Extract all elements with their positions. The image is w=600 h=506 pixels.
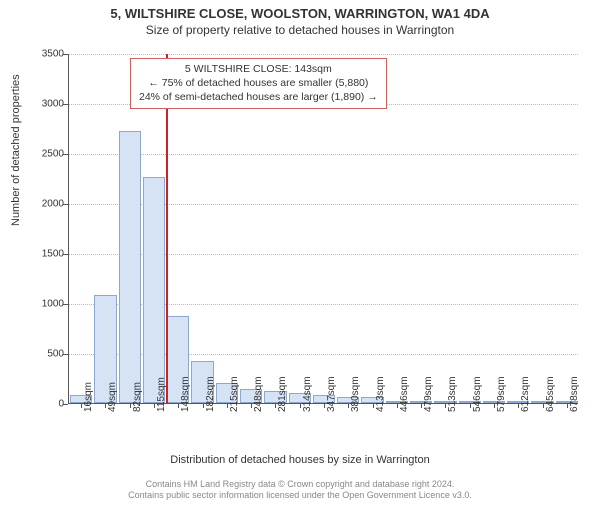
x-tick <box>203 403 204 408</box>
y-tick-label: 3000 <box>24 99 64 110</box>
x-tick-label: 678sqm <box>569 376 580 412</box>
x-tick-label: 215sqm <box>229 376 240 412</box>
x-tick <box>130 403 131 408</box>
grid-line <box>69 54 578 55</box>
x-tick <box>300 403 301 408</box>
y-tick-label: 0 <box>24 399 64 410</box>
footer: Contains HM Land Registry data © Crown c… <box>0 479 600 502</box>
x-tick-label: 148sqm <box>180 376 191 412</box>
y-axis-title: Number of detached properties <box>10 74 22 226</box>
x-tick <box>470 403 471 408</box>
x-tick <box>251 403 252 408</box>
x-tick-label: 16sqm <box>83 382 94 412</box>
x-tick-label: 513sqm <box>447 376 458 412</box>
annotation-line1: 5 WILTSHIRE CLOSE: 143sqm <box>139 62 378 76</box>
x-tick-label: 645sqm <box>545 376 556 412</box>
x-tick-label: 182sqm <box>205 376 216 412</box>
x-tick <box>154 403 155 408</box>
x-tick-label: 248sqm <box>253 376 264 412</box>
x-tick-label: 49sqm <box>107 382 118 412</box>
x-tick-label: 314sqm <box>302 376 313 412</box>
y-tick-label: 500 <box>24 349 64 360</box>
x-tick <box>227 403 228 408</box>
x-tick-label: 446sqm <box>399 376 410 412</box>
x-tick-label: 579sqm <box>496 376 507 412</box>
x-tick <box>421 403 422 408</box>
y-tick-label: 1000 <box>24 299 64 310</box>
x-tick <box>543 403 544 408</box>
x-tick-label: 546sqm <box>472 376 483 412</box>
bar <box>119 131 141 403</box>
grid-line <box>69 154 578 155</box>
annotation-line3: 24% of semi-detached houses are larger (… <box>139 90 378 104</box>
x-tick <box>81 403 82 408</box>
x-tick <box>494 403 495 408</box>
bar <box>143 177 165 403</box>
chart-subtitle: Size of property relative to detached ho… <box>0 23 600 37</box>
x-tick <box>324 403 325 408</box>
y-tick-label: 2500 <box>24 149 64 160</box>
x-tick-label: 82sqm <box>132 382 143 412</box>
y-tick-label: 3500 <box>24 49 64 60</box>
x-tick-label: 380sqm <box>350 376 361 412</box>
x-tick-label: 479sqm <box>423 376 434 412</box>
x-tick <box>373 403 374 408</box>
x-tick-label: 281sqm <box>277 376 288 412</box>
y-tick-label: 1500 <box>24 249 64 260</box>
y-tick-label: 2000 <box>24 199 64 210</box>
annotation-box: 5 WILTSHIRE CLOSE: 143sqm ← 75% of detac… <box>130 58 387 109</box>
x-axis-title: Distribution of detached houses by size … <box>0 454 600 466</box>
footer-line1: Contains HM Land Registry data © Crown c… <box>0 479 600 491</box>
x-tick-label: 413sqm <box>375 376 386 412</box>
x-tick <box>397 403 398 408</box>
annotation-line2: ← 75% of detached houses are smaller (5,… <box>139 76 378 90</box>
x-tick <box>567 403 568 408</box>
footer-line2: Contains public sector information licen… <box>0 490 600 502</box>
chart-title: 5, WILTSHIRE CLOSE, WOOLSTON, WARRINGTON… <box>0 6 600 21</box>
x-tick-label: 347sqm <box>326 376 337 412</box>
chart-container: 5, WILTSHIRE CLOSE, WOOLSTON, WARRINGTON… <box>0 6 600 506</box>
x-tick-label: 612sqm <box>520 376 531 412</box>
